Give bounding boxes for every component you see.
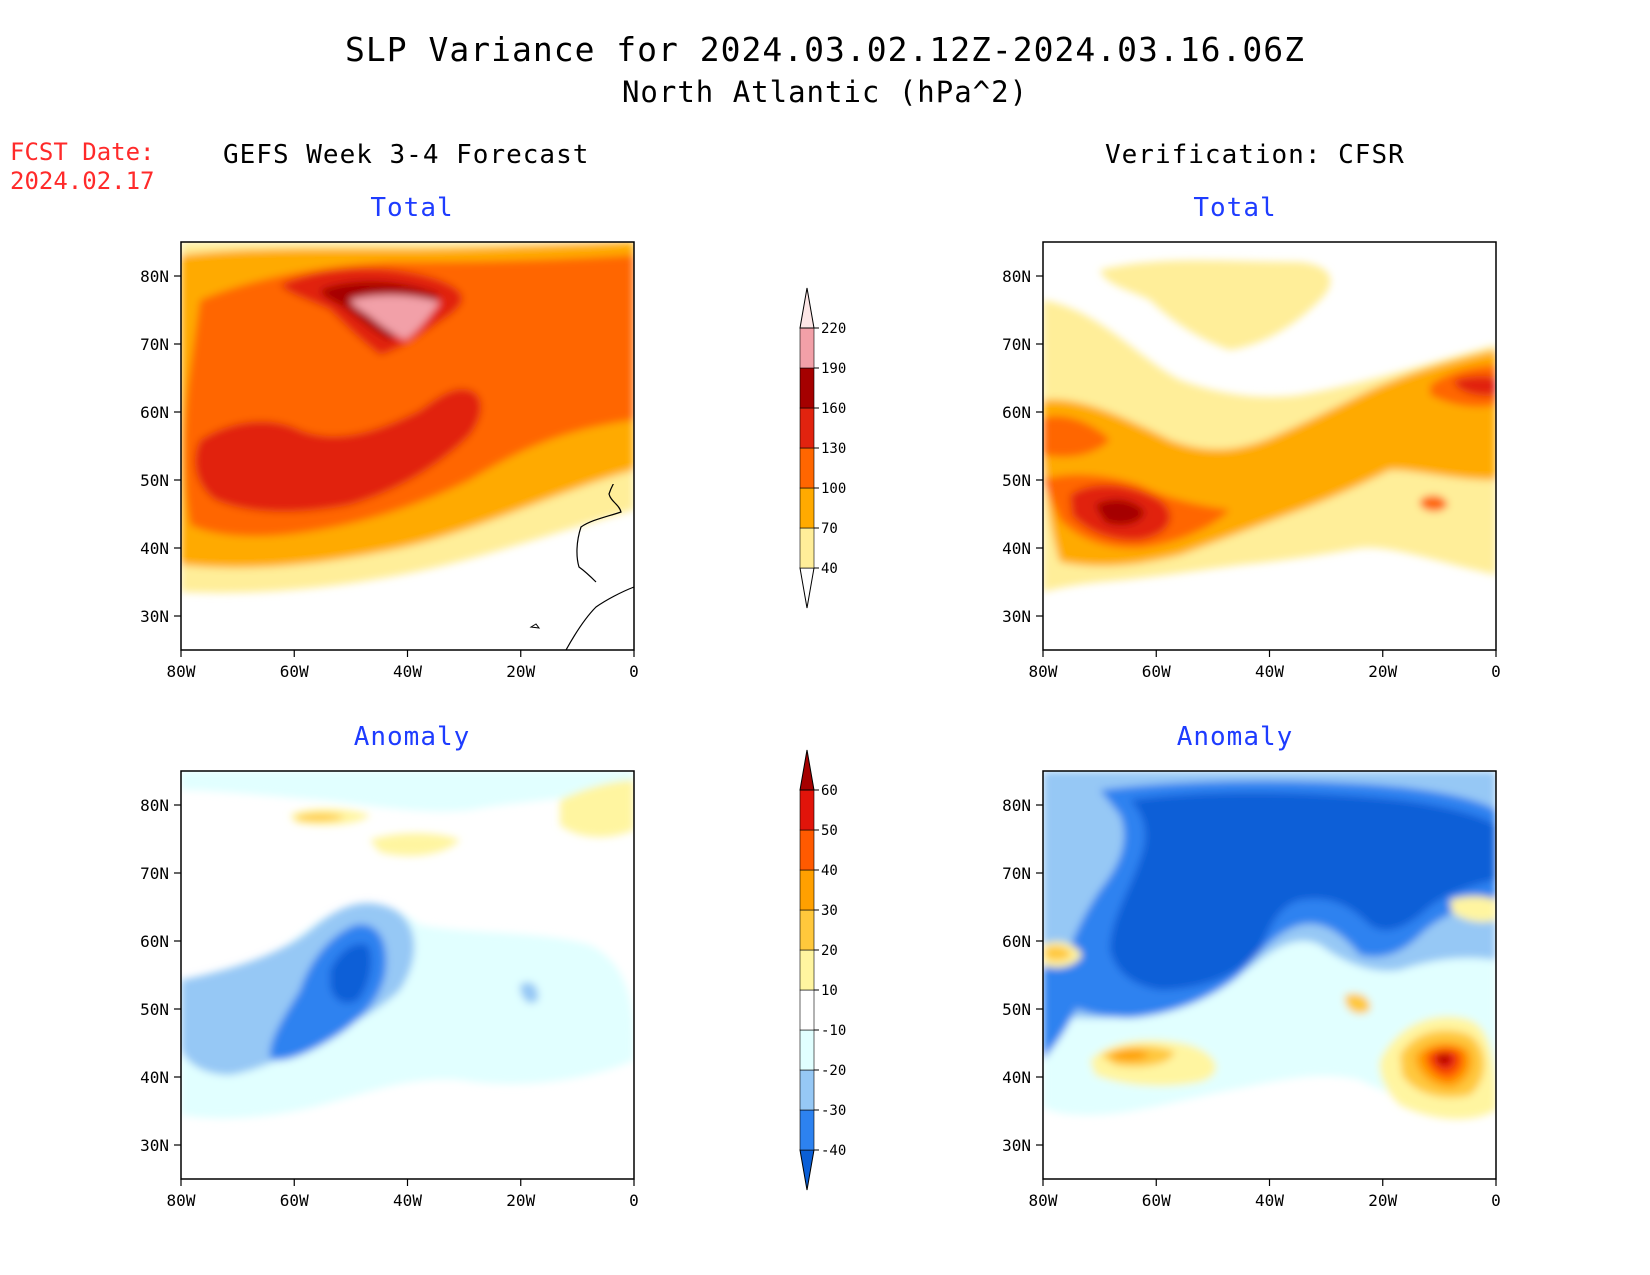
colorbar-anomaly-label: -20 xyxy=(821,1063,846,1079)
lat-label: 60N xyxy=(1002,932,1031,951)
lat-label: 60N xyxy=(140,932,169,951)
lat-label: 60N xyxy=(1002,403,1031,422)
lat-label: 70N xyxy=(1002,864,1031,883)
lon-label: 60W xyxy=(280,1191,309,1210)
lon-label: 60W xyxy=(1142,1191,1171,1210)
colorbar-anomaly-label: 10 xyxy=(821,983,838,999)
colorbar-total-label: 100 xyxy=(821,481,846,497)
colorbar-total-segment xyxy=(799,407,815,449)
colorbar-anomaly: -40 -30 -20 -10 10 20 30 40 50 60 xyxy=(799,749,846,1191)
lat-label: 80N xyxy=(1002,267,1031,286)
lon-label: 0 xyxy=(1491,662,1501,681)
lon-label: 80W xyxy=(1029,1191,1058,1210)
colorbar-total-label: 40 xyxy=(821,561,838,577)
column-title-forecast: GEFS Week 3-4 Forecast xyxy=(223,140,590,170)
lon-label: 80W xyxy=(167,662,196,681)
lon-label: 40W xyxy=(393,1191,422,1210)
lon-label: 40W xyxy=(393,662,422,681)
colorbar-total-segment xyxy=(799,487,815,529)
lon-label: 40W xyxy=(1255,1191,1284,1210)
colorbar-anomaly-segment xyxy=(799,789,815,831)
lat-label: 50N xyxy=(140,1000,169,1019)
map-forecast-total xyxy=(180,241,635,651)
colorbar-anomaly-label: -40 xyxy=(821,1143,846,1159)
colorbar-total: 40 70 100 130 160 190 220 xyxy=(799,287,846,609)
lat-label: 50N xyxy=(1002,1000,1031,1019)
lat-label: 40N xyxy=(140,1068,169,1087)
colorbar-anomaly-segment xyxy=(799,1109,815,1151)
colorbar-total-label: 130 xyxy=(821,441,846,457)
colorbar-anomaly-label: 60 xyxy=(821,783,838,799)
colorbar-anomaly-segment xyxy=(799,909,815,951)
map-verification-total xyxy=(1042,241,1497,651)
panel-title-total-forecast: Total xyxy=(370,193,454,223)
colorbar-total-label: 220 xyxy=(821,321,846,337)
lat-label: 40N xyxy=(1002,1068,1031,1087)
colorbar-anomaly-segment xyxy=(799,1069,815,1111)
lat-label: 30N xyxy=(1002,1136,1031,1155)
colorbar-total-segment xyxy=(799,327,815,369)
lat-label: 50N xyxy=(140,471,169,490)
colorbar-total-segment xyxy=(799,527,815,569)
lon-label: 20W xyxy=(1368,1191,1397,1210)
lat-label: 30N xyxy=(1002,607,1031,626)
lon-label: 0 xyxy=(629,1191,639,1210)
colorbar-total-segment xyxy=(799,367,815,409)
lat-label: 60N xyxy=(140,403,169,422)
lat-label: 40N xyxy=(140,539,169,558)
panel-title-total-verification: Total xyxy=(1193,193,1277,223)
lat-label: 30N xyxy=(140,607,169,626)
colorbar-anomaly-segment xyxy=(799,949,815,991)
lat-label: 30N xyxy=(140,1136,169,1155)
colorbar-anomaly-label: -30 xyxy=(821,1103,846,1119)
colorbar-anomaly-segment xyxy=(799,1029,815,1071)
main-subtitle: North Atlantic (hPa^2) xyxy=(621,75,1029,109)
column-title-verification: Verification: CFSR xyxy=(1105,140,1405,170)
axes-layer: 80N 70N 60N 50N 40N 30N 80W 60W 40W 20W 0 80N 70N 60N… xyxy=(140,267,1501,1210)
lat-label: 80N xyxy=(140,267,169,286)
forecast-date-label: FCST Date: 2024.02.17 xyxy=(10,138,155,196)
lat-label: 80N xyxy=(140,796,169,815)
lon-label: 40W xyxy=(1255,662,1284,681)
lon-label: 0 xyxy=(629,662,639,681)
fcst-date-value: 2024.02.17 xyxy=(10,167,155,195)
lon-label: 0 xyxy=(1491,1191,1501,1210)
colorbar-total-label: 160 xyxy=(821,401,846,417)
colorbar-anomaly-label: 30 xyxy=(821,903,838,919)
colorbar-anomaly-label: -10 xyxy=(821,1023,846,1039)
panel-title-anomaly-verification: Anomaly xyxy=(1176,722,1294,752)
lon-label: 20W xyxy=(506,1191,535,1210)
lon-label: 80W xyxy=(167,1191,196,1210)
colorbar-total-label: 70 xyxy=(821,521,838,537)
main-title: SLP Variance for 2024.03.02.12Z-2024.03.… xyxy=(345,30,1305,69)
fcst-date-label: FCST Date: xyxy=(10,138,155,166)
lon-label: 20W xyxy=(1368,662,1397,681)
lon-label: 20W xyxy=(506,662,535,681)
lat-label: 50N xyxy=(1002,471,1031,490)
lat-label: 70N xyxy=(140,864,169,883)
lat-label: 40N xyxy=(1002,539,1031,558)
colorbar-anomaly-segment xyxy=(799,869,815,911)
panel-title-anomaly-forecast: Anomaly xyxy=(353,722,471,752)
map-verification-anomaly xyxy=(1042,770,1497,1180)
colorbar-anomaly-label: 20 xyxy=(821,943,838,959)
colorbar-total-segment xyxy=(799,447,815,489)
lon-label: 60W xyxy=(1142,662,1171,681)
colorbar-anomaly-label: 50 xyxy=(821,823,838,839)
lat-label: 70N xyxy=(140,335,169,354)
map-forecast-anomaly xyxy=(180,770,635,1180)
lon-label: 80W xyxy=(1029,662,1058,681)
lat-label: 70N xyxy=(1002,335,1031,354)
colorbar-anomaly-label: 40 xyxy=(821,863,838,879)
lon-label: 60W xyxy=(280,662,309,681)
lat-label: 80N xyxy=(1002,796,1031,815)
colorbar-total-label: 190 xyxy=(821,361,846,377)
colorbar-anomaly-segment xyxy=(799,829,815,871)
colorbar-anomaly-segment xyxy=(799,989,815,1031)
